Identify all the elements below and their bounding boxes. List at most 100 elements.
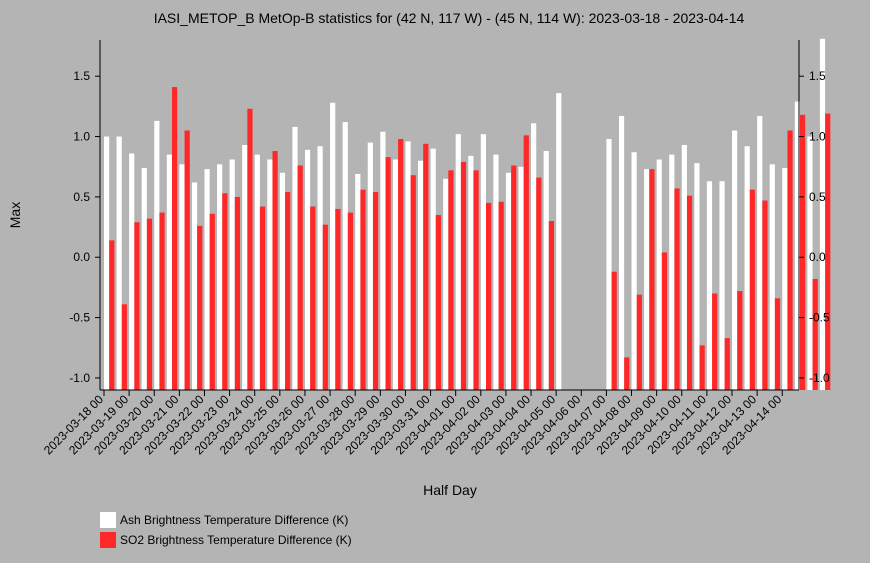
ash-bar [631,152,637,390]
so2-bar [360,189,366,390]
ash-bar [744,146,750,390]
so2-bar [297,165,303,390]
y-tick-label-right: 0.5 [809,190,826,204]
bar-group [104,38,831,391]
ash-bar [468,155,474,390]
ash-bar [531,123,537,390]
ash-bar [769,164,775,390]
so2-bar [699,345,705,390]
so2-bar [134,222,140,390]
ash-bar [166,154,172,390]
ash-bar [229,159,235,390]
y-tick-label-left: 0.0 [73,250,90,264]
so2-bar [172,87,178,390]
so2-bar [146,218,153,390]
so2-bar [347,212,354,390]
ash-bar [518,166,524,390]
ash-bar [493,154,499,390]
y-tick-label-right: 1.0 [809,130,826,144]
ash-bar [254,154,260,390]
ash-bar [556,93,562,390]
so2-bar [398,138,404,390]
so2-bar [774,298,781,390]
so2-bar [272,151,278,390]
ash-bar [141,167,147,390]
y-tick-label-left: -1.0 [69,371,90,385]
so2-bar [385,157,391,390]
so2-bar [762,200,768,390]
ash-bar [819,38,826,390]
ash-bar [455,134,461,390]
so2-bar [209,213,215,390]
so2-bar [800,114,806,390]
so2-bar [234,196,240,390]
ash-bar [480,134,486,390]
so2-bar [812,278,818,390]
so2-bar [787,130,793,390]
ash-bar [694,163,700,390]
so2-bar [548,221,554,390]
so2-bar [661,252,668,390]
y-tick-label-left: 1.5 [73,69,90,83]
so2-bar [410,175,416,390]
y-tick-label-left: 0.5 [73,190,90,204]
ash-bar [191,182,198,390]
ash-bar [217,164,223,390]
ash-bar [782,167,788,390]
y-axis-ticks: -1.0 -1.0 -0.5 -0.5 0.0 0.0 0.5 0.5 1.0 1.0 1.5 1.5 [69,69,830,385]
legend-swatch-ash [100,512,116,528]
so2-bar [285,192,291,390]
ash-bar [656,159,662,390]
ash-bar [430,148,436,390]
so2-bar [259,206,266,390]
ash-bar [116,136,122,390]
ash-bar [380,131,386,390]
so2-bar [159,212,165,390]
ash-bar [304,149,311,390]
ash-bar [669,154,675,390]
ash-bar [807,136,813,390]
ash-bar [644,169,650,390]
legend-swatch-so2 [100,532,116,548]
ash-bar [342,122,348,390]
ash-bar [418,160,424,390]
chart-title: IASI_METOP_B MetOp-B statistics for (42 … [154,10,745,26]
so2-bar [825,113,831,391]
y-tick-label-right: 0.0 [809,250,826,264]
so2-bar [473,170,479,390]
ash-bar [179,164,185,390]
so2-bar [636,294,642,390]
so2-bar [448,170,454,390]
so2-bar [624,357,630,390]
so2-bar [737,291,743,390]
so2-bar [121,304,127,390]
ash-bar [267,159,273,390]
ash-bar [392,159,399,390]
so2-bar [511,165,517,390]
ash-bar [330,102,336,390]
so2-bar [109,240,115,390]
so2-bar [222,193,228,390]
so2-bar [523,135,529,390]
so2-bar [498,201,504,390]
ash-bar [757,116,763,390]
ash-bar [104,136,110,390]
so2-bar [674,188,680,390]
so2-bar [322,224,328,390]
ash-bar [794,101,800,391]
ash-bar [618,116,625,390]
ash-bar [154,120,160,391]
ash-bar [242,145,248,390]
ash-bar [681,145,687,390]
ash-bar [129,153,135,390]
so2-bar [724,338,730,390]
y-axis-label: Max [7,202,23,228]
so2-bar [749,189,755,390]
so2-bar [686,195,693,390]
ash-bar [317,146,323,390]
so2-bar [649,169,655,390]
so2-bar [460,161,467,390]
so2-bar [435,215,441,390]
